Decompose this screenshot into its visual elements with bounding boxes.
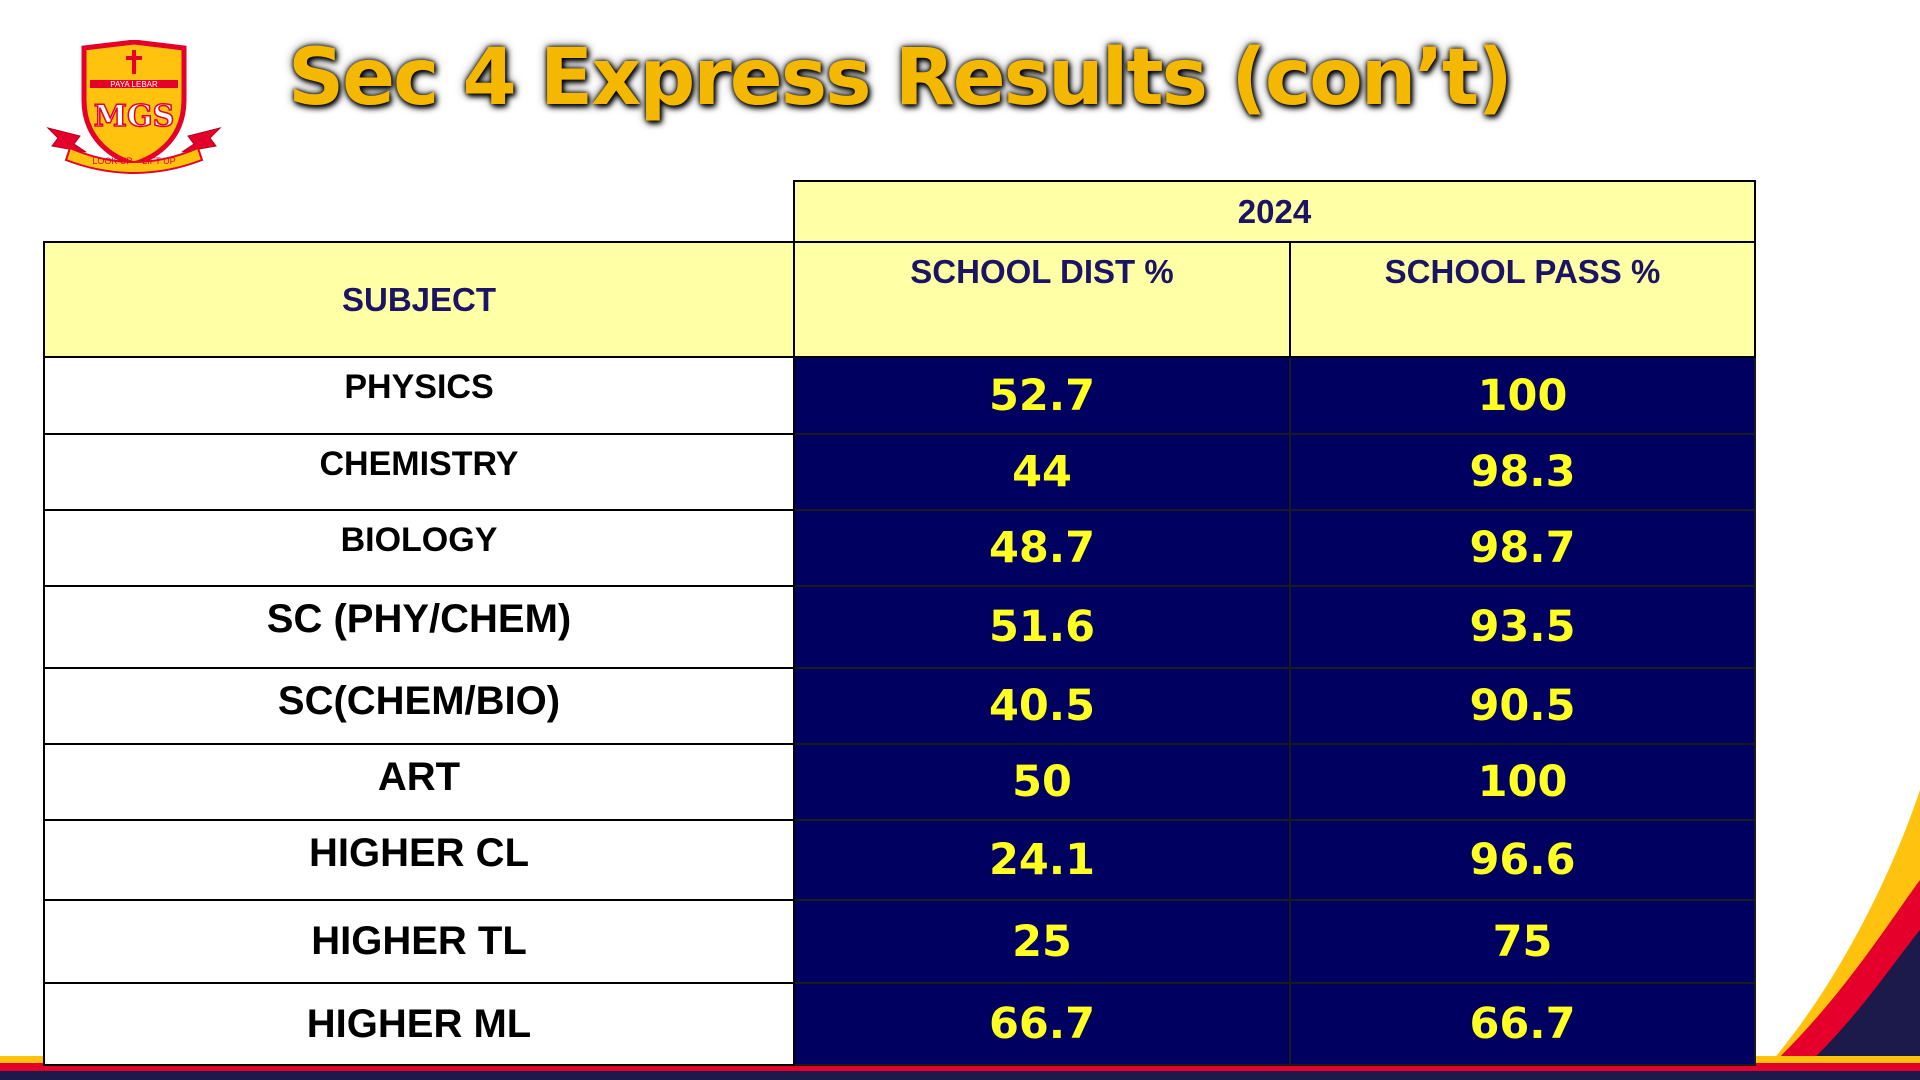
table-row: BIOLOGY 48.7 98.7	[43, 509, 1756, 587]
table-row: SC (PHY/CHEM) 51.6 93.5	[43, 585, 1756, 669]
table-row: HIGHER TL 25 75	[43, 899, 1756, 984]
crest-top-text: PAYA LEBAR	[110, 80, 158, 89]
subject-cell: HIGHER TL	[43, 899, 795, 984]
subject-cell: HIGHER CL	[43, 819, 795, 901]
pass-cell: 98.7	[1289, 509, 1756, 587]
pass-cell: 100	[1289, 743, 1756, 821]
table-row: CHEMISTRY 44 98.3	[43, 433, 1756, 511]
subject-cell: CHEMISTRY	[43, 433, 795, 511]
subject-cell: PHYSICS	[43, 356, 795, 435]
pass-cell: 96.6	[1289, 819, 1756, 901]
dist-cell: 52.7	[793, 356, 1291, 435]
subject-cell: BIOLOGY	[43, 509, 795, 587]
school-crest-logo: PAYA LEBAR MGS LOOK UP – LIFT UP	[46, 40, 222, 174]
results-table: 2024 SUBJECT SCHOOL DIST % SCHOOL PASS %…	[43, 180, 1756, 1066]
subject-cell: HIGHER ML	[43, 982, 795, 1066]
year-header-row: 2024	[44, 180, 1756, 243]
pass-cell: 75	[1289, 899, 1756, 984]
pass-cell: 93.5	[1289, 585, 1756, 669]
dist-cell: 25	[793, 899, 1291, 984]
slide-title: Sec 4 Express Results (con’t)	[288, 33, 1513, 123]
school-dist-column-header: SCHOOL DIST %	[793, 241, 1291, 358]
dist-cell: 40.5	[793, 667, 1291, 745]
dist-cell: 48.7	[793, 509, 1291, 587]
crest-initials: MGS	[94, 99, 175, 134]
subject-cell: SC (PHY/CHEM)	[43, 585, 795, 669]
table-row: HIGHER ML 66.7 66.7	[43, 982, 1756, 1066]
school-pass-column-header: SCHOOL PASS %	[1289, 241, 1756, 358]
pass-cell: 90.5	[1289, 667, 1756, 745]
dist-cell: 66.7	[793, 982, 1291, 1066]
year-header: 2024	[793, 180, 1756, 243]
pass-cell: 98.3	[1289, 433, 1756, 511]
pass-cell: 100	[1289, 356, 1756, 435]
column-header-row: SUBJECT SCHOOL DIST % SCHOOL PASS %	[43, 241, 1756, 358]
pass-cell: 66.7	[1289, 982, 1756, 1066]
table-row: ART 50 100	[43, 743, 1756, 821]
table-corner-blank	[44, 181, 794, 242]
subject-column-header: SUBJECT	[43, 241, 795, 358]
dist-cell: 50	[793, 743, 1291, 821]
subject-cell: ART	[43, 743, 795, 821]
table-row: PHYSICS 52.7 100	[43, 356, 1756, 435]
dist-cell: 44	[793, 433, 1291, 511]
subject-cell: SC(CHEM/BIO)	[43, 667, 795, 745]
table-row: HIGHER CL 24.1 96.6	[43, 819, 1756, 901]
table-row: SC(CHEM/BIO) 40.5 90.5	[43, 667, 1756, 745]
crest-motto: LOOK UP – LIFT UP	[92, 156, 175, 166]
dist-cell: 24.1	[793, 819, 1291, 901]
dist-cell: 51.6	[793, 585, 1291, 669]
